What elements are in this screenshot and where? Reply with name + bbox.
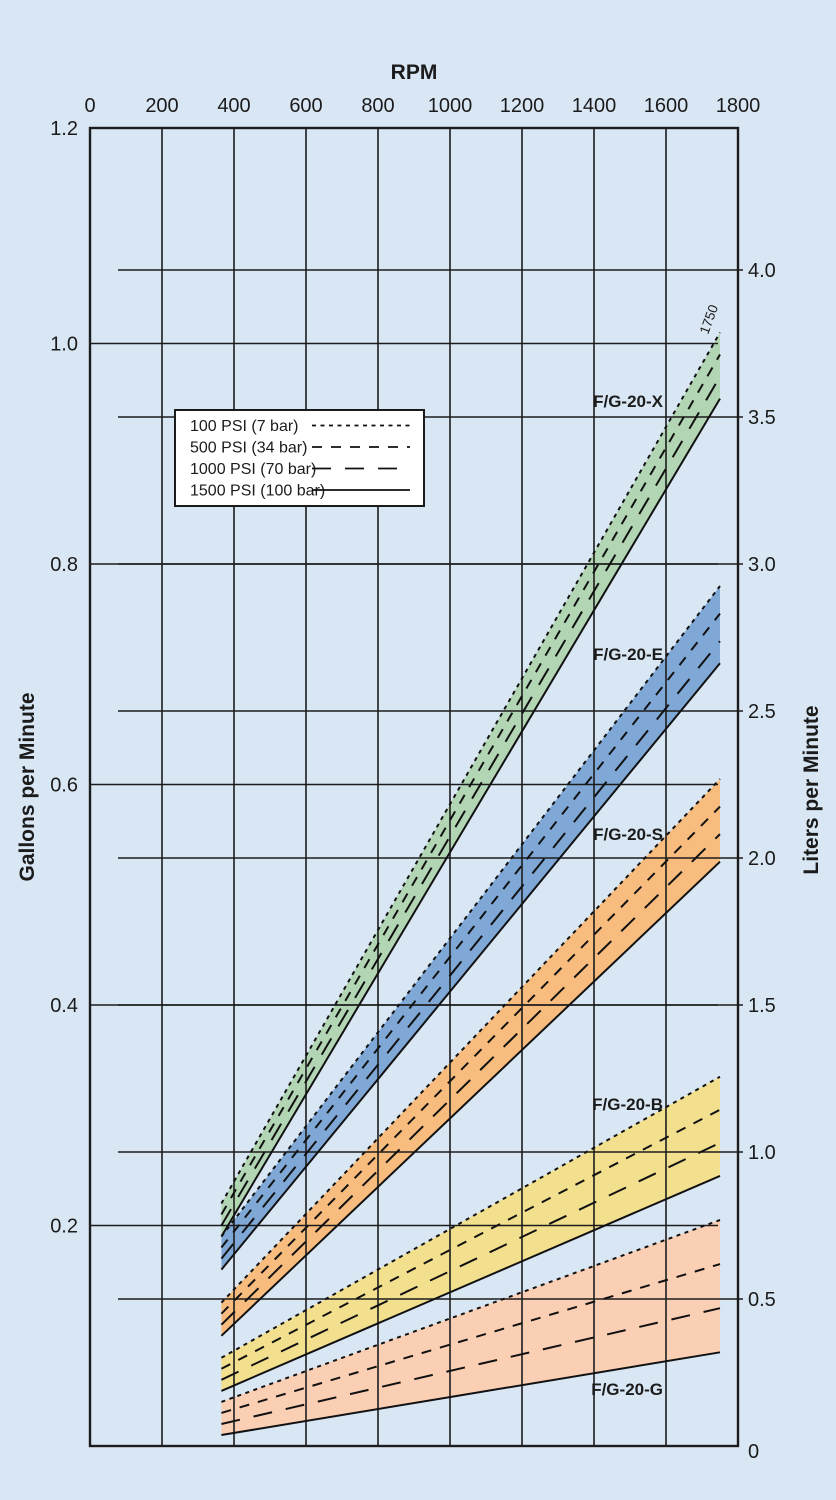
gpm-tick-0.6: 0.6 [50, 775, 78, 797]
gpm-tick-0.8: 0.8 [50, 554, 78, 576]
f-g-20-g-line-solid [221, 1351, 721, 1436]
lpm-tick-3: 3.0 [748, 554, 776, 576]
legend-label-2: 500 PSI (34 bar) [190, 440, 307, 457]
band-fill-f-g-20-b [221, 1076, 720, 1391]
band-lines-f-g-20-b [220, 1075, 721, 1392]
band-lines-f-g-20-x [220, 332, 721, 1238]
f-g-20-b-line-longdash [220, 1141, 721, 1381]
gpm-tick-0.4: 0.4 [50, 995, 78, 1017]
band-fill-f-g-20-s [221, 779, 720, 1336]
f-g-20-b-line-dot [220, 1075, 721, 1359]
lpm-tick-3.5: 3.5 [748, 407, 776, 429]
band-lines-f-g-20-s [220, 778, 721, 1337]
band-label-f-g-20-b: F/G-20-B [592, 1095, 663, 1114]
f-g-20-e-line-dash [220, 612, 721, 1249]
band-fill-f-g-20-e [221, 586, 720, 1270]
legend-label-3: 1000 PSI (70 bar) [190, 461, 316, 478]
f-g-20-s-line-solid [220, 860, 721, 1337]
y-right-axis-title: Liters per Minute [800, 705, 823, 874]
legend-label-4: 1500 PSI (100 bar) [190, 483, 325, 500]
legend-label-1: 100 PSI (7 bar) [190, 418, 299, 435]
f-g-20-x-line-solid [220, 398, 721, 1238]
x-tick-800: 800 [361, 95, 394, 117]
x-tick-400: 400 [217, 95, 250, 117]
x-tick-1400: 1400 [572, 95, 617, 117]
x-tick-1600: 1600 [644, 95, 689, 117]
lpm-tick-1: 1.0 [748, 1142, 776, 1164]
lpm-tick-4: 4.0 [748, 260, 776, 282]
x-tick-1000: 1000 [428, 95, 473, 117]
band-label-f-g-20-e: F/G-20-E [593, 645, 663, 664]
x-tick-1200: 1200 [500, 95, 545, 117]
legend: 100 PSI (7 bar) 500 PSI (34 bar) 1000 PSI … [174, 409, 425, 507]
f-g-20-s-line-longdash [220, 833, 721, 1326]
band-labels: F/G-20-X F/G-20-E F/G-20-S F/G-20-B F/G-20-G [591, 392, 663, 1399]
x-tick-0: 0 [84, 95, 95, 117]
plot-border [88, 126, 740, 1448]
x-tick-1800: 1800 [716, 95, 761, 117]
band-label-f-g-20-x: F/G-20-X [593, 392, 664, 411]
f-g-20-s-line-dash [220, 805, 721, 1315]
x-tick-600: 600 [289, 95, 322, 117]
f-g-20-g-line-dot [221, 1219, 721, 1403]
x-tick-200: 200 [145, 95, 178, 117]
band-label-f-g-20-s: F/G-20-S [593, 825, 663, 844]
gpm-tick-labels: 0.2 0.4 0.6 0.8 1.0 1.2 [50, 118, 78, 1238]
f-g-20-x-line-dash [220, 353, 721, 1216]
f-g-20-s-line-dot [220, 778, 721, 1304]
lpm-tick-0.5: 0.5 [748, 1289, 776, 1311]
gpm-tick-1.2: 1.2 [50, 118, 78, 140]
gpm-tick-1: 1.0 [50, 334, 78, 356]
lpm-tick-2: 2.0 [748, 848, 776, 870]
band-fill-f-g-20-g [221, 1220, 720, 1435]
band-lines-f-g-20-g [221, 1219, 721, 1436]
lpm-tick-2.5: 2.5 [748, 701, 776, 723]
f-g-20-e-line-longdash [220, 640, 721, 1260]
gpm-tick-0.2: 0.2 [50, 1216, 78, 1238]
band-label-f-g-20-g: F/G-20-G [591, 1380, 663, 1399]
max-rpm-annotation: 1750 [697, 303, 721, 336]
band-lines-f-g-20-e [220, 585, 721, 1271]
f-g-20-x-line-dot [220, 332, 721, 1204]
lpm-tick-labels: 0 0.5 1.0 1.5 2.0 2.5 3.0 3.5 4.0 [748, 260, 776, 1463]
lpm-tick-1.5: 1.5 [748, 995, 776, 1017]
x-axis-title: RPM [391, 61, 438, 84]
lpm-tick-0: 0 [748, 1441, 759, 1463]
f-g-20-e-line-solid [220, 662, 721, 1271]
f-g-20-e-line-dot [220, 585, 721, 1238]
y-left-axis-title: Gallons per Minute [16, 692, 39, 881]
x-axis-tick-labels: 0 200 400 600 800 1000 1200 1400 1600 1800 [84, 95, 760, 117]
f-g-20-b-line-solid [221, 1174, 721, 1392]
